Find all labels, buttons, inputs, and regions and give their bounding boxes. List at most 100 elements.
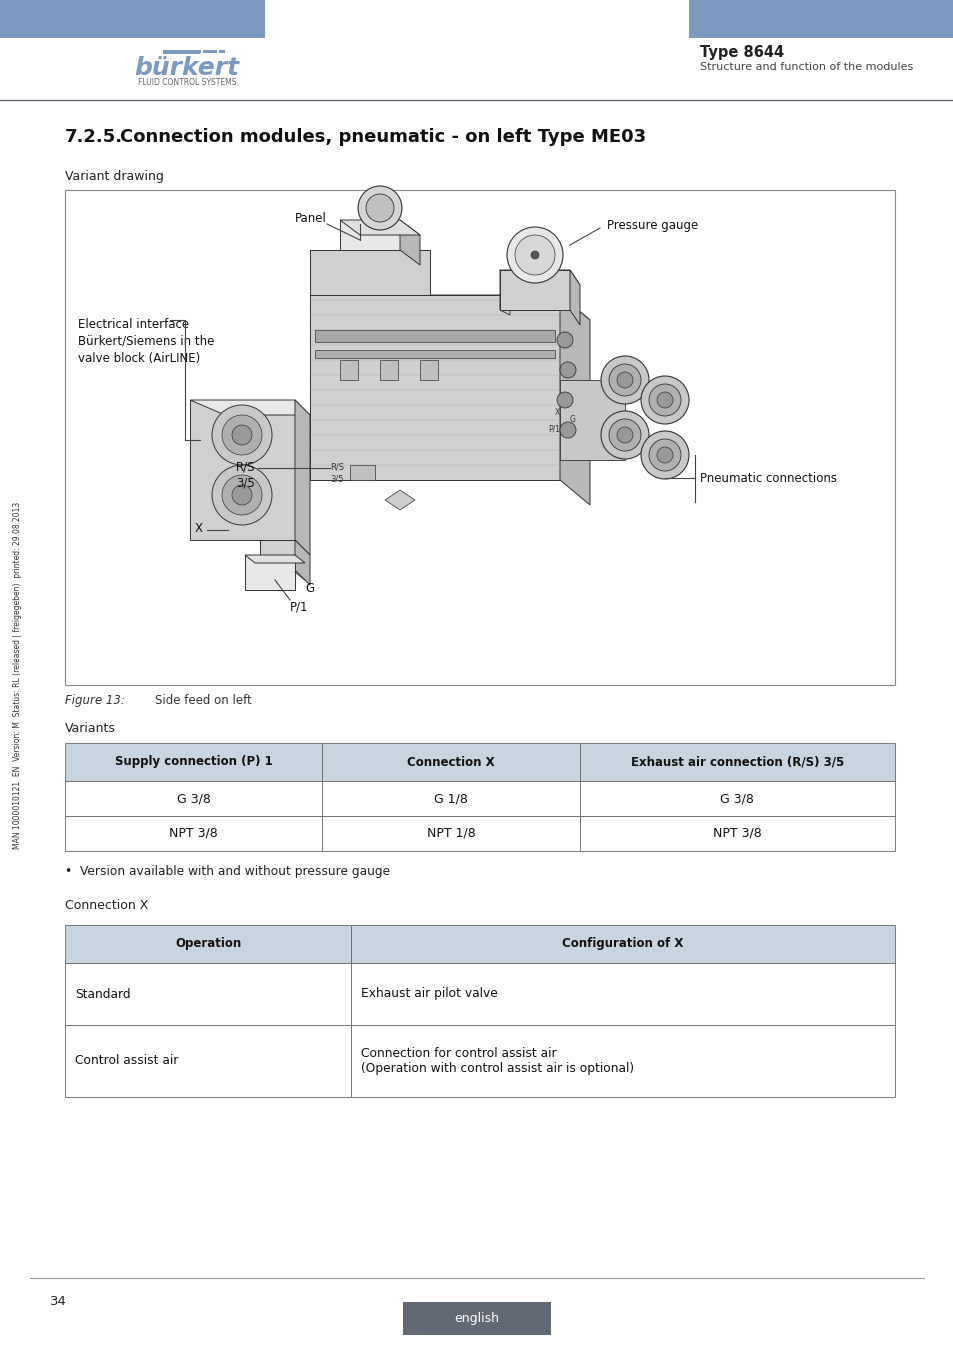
Bar [688, 0, 953, 38]
Circle shape [515, 235, 555, 275]
Bar [65, 743, 322, 782]
Polygon shape [310, 250, 430, 296]
Text: Control assist air: Control assist air [75, 1054, 178, 1068]
Polygon shape [385, 490, 415, 510]
Text: G 3/8: G 3/8 [720, 792, 754, 805]
Circle shape [648, 439, 680, 471]
Text: R/S: R/S [235, 460, 254, 472]
Text: P/1: P/1 [547, 425, 559, 433]
Text: NPT 3/8: NPT 3/8 [712, 828, 760, 840]
Circle shape [557, 332, 573, 348]
Circle shape [600, 356, 648, 404]
Bar [168, 50, 175, 53]
Text: valve block (AirLINE): valve block (AirLINE) [78, 352, 200, 365]
Text: Variants: Variants [65, 722, 115, 734]
Text: Connection X: Connection X [407, 756, 495, 768]
Text: 3/5: 3/5 [330, 474, 343, 483]
Text: Figure 13:: Figure 13: [65, 694, 125, 707]
Text: NPT 3/8: NPT 3/8 [169, 828, 218, 840]
Text: bürkert: bürkert [134, 55, 239, 80]
Bar [163, 50, 183, 54]
Bar [65, 815, 322, 850]
Bar [65, 1025, 351, 1098]
Bar [339, 360, 357, 379]
Text: Bürkert/Siemens in the: Bürkert/Siemens in the [78, 335, 214, 348]
Polygon shape [310, 250, 430, 296]
Bar [579, 815, 894, 850]
Text: Electrical interface: Electrical interface [78, 319, 189, 331]
Polygon shape [310, 296, 589, 320]
Text: G: G [305, 582, 314, 595]
Text: X: X [555, 408, 559, 417]
Circle shape [608, 418, 640, 451]
Text: 3/5: 3/5 [236, 477, 254, 490]
Circle shape [232, 485, 252, 505]
Text: Supply connection (P) 1: Supply connection (P) 1 [114, 756, 273, 768]
Bar [193, 50, 201, 53]
Text: Configuration of X: Configuration of X [562, 937, 683, 950]
Bar [351, 1025, 894, 1098]
Circle shape [357, 186, 401, 230]
Bar [203, 50, 216, 53]
Polygon shape [569, 270, 579, 325]
Text: R/S: R/S [330, 462, 344, 471]
Text: Exhaust air pilot valve: Exhaust air pilot valve [361, 987, 497, 1000]
Text: Connection for control assist air
(Operation with control assist air is optional: Connection for control assist air (Opera… [361, 1048, 634, 1075]
Circle shape [640, 431, 688, 479]
Text: Variant drawing: Variant drawing [65, 170, 164, 184]
Text: Panel: Panel [294, 212, 327, 224]
Text: 34: 34 [50, 1295, 67, 1308]
Circle shape [648, 383, 680, 416]
Bar [314, 350, 555, 358]
Polygon shape [294, 540, 310, 585]
Text: Type 8644: Type 8644 [700, 45, 783, 59]
Text: Connection modules, pneumatic - on left Type ME03: Connection modules, pneumatic - on left … [120, 128, 645, 146]
Polygon shape [310, 296, 559, 481]
Circle shape [222, 414, 262, 455]
Text: Standard: Standard [75, 987, 131, 1000]
Text: Connection X: Connection X [65, 899, 149, 913]
Bar [350, 464, 375, 481]
Text: Pressure gauge: Pressure gauge [606, 219, 698, 231]
Text: 7.2.5.: 7.2.5. [65, 128, 123, 146]
Polygon shape [294, 400, 310, 555]
Text: NPT 1/8: NPT 1/8 [426, 828, 475, 840]
Bar [579, 782, 894, 815]
Text: X: X [194, 521, 203, 535]
Bar [168, 50, 195, 54]
Polygon shape [260, 540, 294, 570]
Bar [402, 1301, 551, 1335]
Circle shape [366, 194, 394, 221]
Circle shape [600, 410, 648, 459]
Bar [166, 50, 178, 54]
Bar [65, 190, 894, 684]
Polygon shape [339, 220, 419, 235]
Circle shape [506, 227, 562, 284]
Text: MAN 1000010121  EN  Version: M  Status: RL (released | freigegeben)  printed: 29: MAN 1000010121 EN Version: M Status: RL … [13, 501, 23, 849]
Polygon shape [559, 379, 624, 460]
Polygon shape [499, 270, 569, 310]
Circle shape [657, 447, 672, 463]
Text: G 3/8: G 3/8 [176, 792, 211, 805]
Text: Operation: Operation [174, 937, 241, 950]
Bar [65, 963, 351, 1025]
Bar [379, 360, 397, 379]
Bar [65, 782, 322, 815]
Circle shape [617, 373, 633, 387]
Polygon shape [499, 270, 510, 315]
Circle shape [232, 425, 252, 446]
Circle shape [657, 392, 672, 408]
Bar [419, 360, 437, 379]
Circle shape [531, 251, 538, 259]
Bar [65, 925, 351, 963]
Bar [322, 743, 579, 782]
Circle shape [222, 475, 262, 514]
Polygon shape [499, 270, 579, 285]
Polygon shape [339, 220, 399, 250]
Polygon shape [245, 555, 294, 590]
Polygon shape [190, 400, 310, 414]
Bar [168, 50, 200, 54]
Text: G 1/8: G 1/8 [434, 792, 467, 805]
Bar [219, 50, 225, 53]
Bar [163, 50, 179, 54]
